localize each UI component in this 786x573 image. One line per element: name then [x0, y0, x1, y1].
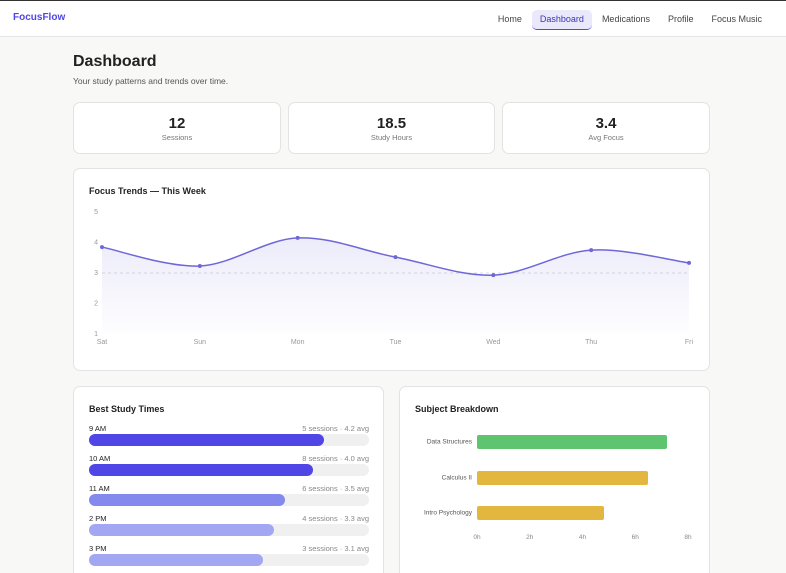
x-tick-label: Mon [291, 339, 305, 346]
stat-value: 18.5 [376, 115, 407, 132]
bar [477, 435, 667, 449]
time-detail: 6 sessions · 3.5 avg [302, 484, 369, 493]
x-tick-label: Sun [194, 339, 207, 346]
bar [477, 470, 649, 485]
x-tick-label: Thu [585, 339, 597, 346]
x-tick-label: Sat [97, 339, 108, 346]
brand[interactable]: FocusFlow [13, 12, 66, 23]
time-detail: 5 sessions · 4.2 avg [302, 424, 369, 433]
point [491, 273, 496, 278]
chart-title: Focus Trends — This Week [89, 186, 206, 196]
x-tick-label: Wed [486, 339, 500, 346]
bar [477, 506, 604, 520]
time-label: 11 AM [89, 484, 110, 493]
bar [89, 524, 274, 536]
point [589, 248, 594, 253]
study-row: 3 PM 3 sessions · 3.1 avg [89, 544, 369, 570]
chart-title: Subject Breakdown [415, 404, 499, 414]
nav-bar: FocusFlow Home Dashboard Medications Profil… [0, 1, 786, 37]
stat-label: Avg Focus [588, 133, 624, 142]
page-title: Dashboard [73, 53, 157, 70]
nav-link[interactable]: Home [497, 14, 522, 24]
time-detail: 3 sessions · 3.1 avg [302, 544, 369, 553]
study-row: 9 AM 5 sessions · 4.2 avg [89, 424, 369, 450]
subject-card: Subject Breakdown Data Structures Calculu… [399, 386, 710, 573]
point [393, 255, 398, 260]
x-tick-label: 4h [578, 534, 587, 541]
category-label: Intro Psychology [423, 509, 472, 517]
y-tick-label: 1 [94, 331, 98, 338]
nav-links: Home Dashboard Medications Profile Focus Mus… [490, 10, 770, 30]
stat-value: 3.4 [595, 115, 617, 132]
bar [89, 554, 263, 566]
stat-card: 3.4 Avg Focus [502, 102, 710, 154]
stat-label: Sessions [161, 133, 193, 142]
time-label: 10 AM [89, 454, 111, 463]
nav-link[interactable]: Profile [667, 14, 694, 24]
time-label: 2 PM [89, 514, 107, 523]
y-tick-label: 5 [94, 209, 98, 216]
time-label: 9 AM [89, 424, 107, 433]
area [102, 237, 689, 334]
study-row: 11 AM 6 sessions · 3.5 avg [89, 484, 369, 510]
stat-card: 12 Sessions [73, 102, 281, 154]
study-row: 2 PM 4 sessions · 3.3 avg [89, 514, 369, 540]
category-label: Calculus II [441, 474, 472, 481]
x-tick-label: 8h [684, 534, 692, 541]
bar [89, 494, 285, 506]
x-tick-label: 2h [526, 534, 534, 541]
card-title: Best Study Times [89, 404, 165, 414]
study-times-card: Best Study Times 9 AM 5 sessions · 4.2 av… [73, 386, 384, 573]
nav-link[interactable]: Medications [601, 14, 650, 24]
point [197, 263, 202, 268]
x-tick-label: Fri [685, 339, 694, 346]
point [295, 235, 300, 240]
bar [89, 464, 313, 476]
time-detail: 8 sessions · 4.0 avg [302, 454, 369, 463]
point [687, 260, 691, 265]
y-tick-label: 2 [94, 300, 98, 307]
nav-link[interactable]: Dashboard [531, 10, 592, 30]
nav-link[interactable]: Focus Music [711, 14, 762, 24]
bar [89, 434, 325, 446]
page-subtitle: Your study patterns and trends over time… [73, 76, 229, 86]
stat-value: 12 [168, 115, 186, 132]
y-tick-label: 4 [94, 239, 98, 246]
stat-label: Study Hours [370, 133, 413, 142]
x-tick-label: 0h [473, 534, 481, 541]
time-label: 3 PM [89, 544, 107, 553]
category-label: Data Structures [426, 438, 472, 446]
x-tick-label: Tue [390, 339, 402, 346]
line-chart: 1 2 3 4 5 Sat Sun Mon Tue Wed Thu Fri [94, 209, 694, 346]
line-card: Focus Trends — This Week 1 2 3 4 5 Sat Sun Mon T… [73, 168, 710, 371]
point [100, 245, 104, 250]
study-row: 10 AM 8 sessions · 4.0 avg [89, 454, 369, 480]
x-tick-label: 6h [631, 534, 639, 541]
y-tick-label: 3 [94, 270, 98, 277]
time-detail: 4 sessions · 3.3 avg [302, 514, 369, 523]
stat-card: 18.5 Study Hours [288, 102, 495, 154]
